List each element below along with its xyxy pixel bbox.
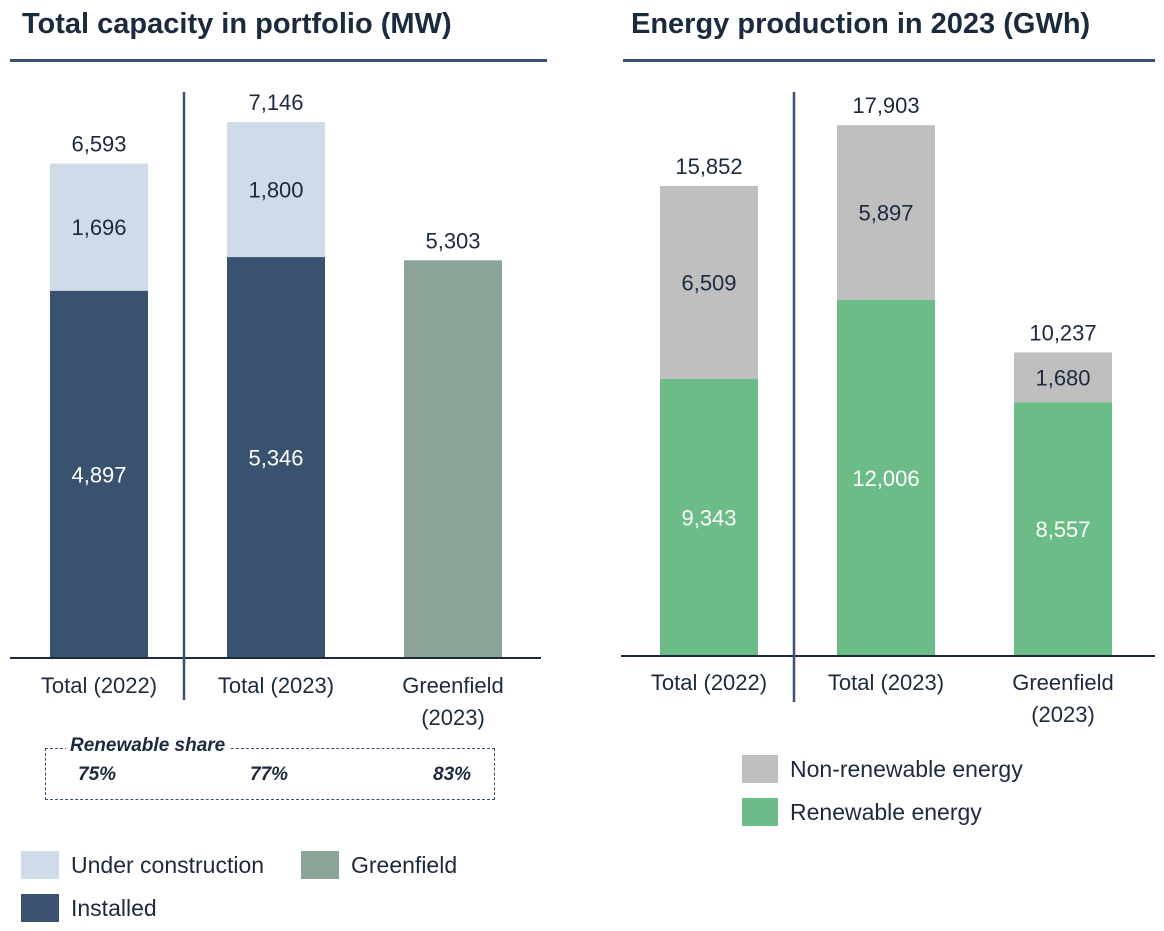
capacity-bar-under-construction-0 <box>50 163 148 291</box>
legend-label-renewable: Renewable energy <box>790 798 982 825</box>
legend-under-construction: Under construction <box>21 851 264 879</box>
renewable-share-2022: 75% <box>78 764 117 785</box>
legend-renewable: Renewable energy <box>742 798 982 826</box>
capacity-bar-installed-1 <box>227 257 325 658</box>
renewable-share-title: Renewable share <box>66 735 230 757</box>
capacity-total-label: 6,593 <box>71 132 126 157</box>
production-title-rule <box>623 59 1155 62</box>
production-segment-label: 1,680 <box>1035 365 1090 390</box>
legend-swatch-under-construction <box>21 851 59 879</box>
legend-non-renewable: Non-renewable energy <box>742 755 1023 783</box>
legend-swatch-non-renewable <box>742 755 778 783</box>
production-total-label: 10,237 <box>1029 320 1096 345</box>
capacity-category-label: (2023) <box>421 705 485 730</box>
production-category-label: Greenfield <box>1012 670 1114 695</box>
capacity-chart-title: Total capacity in portfolio (MW) <box>22 8 452 40</box>
renewable-share-2023: 77% <box>250 764 289 785</box>
production-segment-label: 5,897 <box>858 201 913 226</box>
capacity-category-label: Greenfield <box>402 673 504 698</box>
production-segment-label: 9,343 <box>681 505 736 530</box>
legend-label-non-renewable: Non-renewable energy <box>790 755 1023 782</box>
legend-label-greenfield: Greenfield <box>351 851 458 878</box>
capacity-segment-label: 1,800 <box>248 178 303 203</box>
capacity-title-rule <box>10 59 547 62</box>
capacity-segment-label: 4,897 <box>71 462 126 487</box>
production-total-label: 15,852 <box>675 154 742 179</box>
capacity-total-label: 7,146 <box>248 90 303 115</box>
production-segment-label: 12,006 <box>852 466 919 491</box>
production-segment-label: 6,509 <box>681 270 736 295</box>
capacity-category-label: Total (2022) <box>41 673 157 698</box>
legend-greenfield: Greenfield <box>301 851 457 879</box>
renewable-share-greenfield: 83% <box>433 764 472 785</box>
production-total-label: 17,903 <box>852 93 919 118</box>
capacity-category-label: Total (2023) <box>218 673 334 698</box>
production-category-label: Total (2023) <box>828 670 944 695</box>
production-category-label: Total (2022) <box>651 670 767 695</box>
production-chart-title: Energy production in 2023 (GWh) <box>631 8 1091 40</box>
capacity-bar-installed-0 <box>50 290 148 658</box>
legend-installed: Installed <box>21 894 157 922</box>
production-bar-renewable-energy-0 <box>660 378 758 656</box>
legend-swatch-renewable <box>742 798 778 826</box>
capacity-total-label: 5,303 <box>425 228 480 253</box>
capacity-segment-label: 5,346 <box>248 446 303 471</box>
production-segment-label: 8,557 <box>1035 517 1090 542</box>
production-category-label: (2023) <box>1031 702 1095 727</box>
legend-label-installed: Installed <box>71 894 157 921</box>
capacity-bar-greenfield-2 <box>404 260 502 658</box>
production-bar-non-renewable-energy-1 <box>837 125 935 300</box>
renewable-share-box <box>45 748 495 800</box>
production-bar-non-renewable-energy-2 <box>1014 352 1112 403</box>
legend-swatch-installed <box>21 894 59 922</box>
production-bar-non-renewable-energy-0 <box>660 185 758 379</box>
capacity-segment-label: 1,696 <box>71 215 126 240</box>
legend-label-under-construction: Under construction <box>71 851 265 878</box>
production-bar-renewable-energy-1 <box>837 299 935 656</box>
capacity-bar-under-construction-1 <box>227 122 325 258</box>
production-bar-renewable-energy-2 <box>1014 402 1112 656</box>
legend-swatch-greenfield <box>301 851 339 879</box>
